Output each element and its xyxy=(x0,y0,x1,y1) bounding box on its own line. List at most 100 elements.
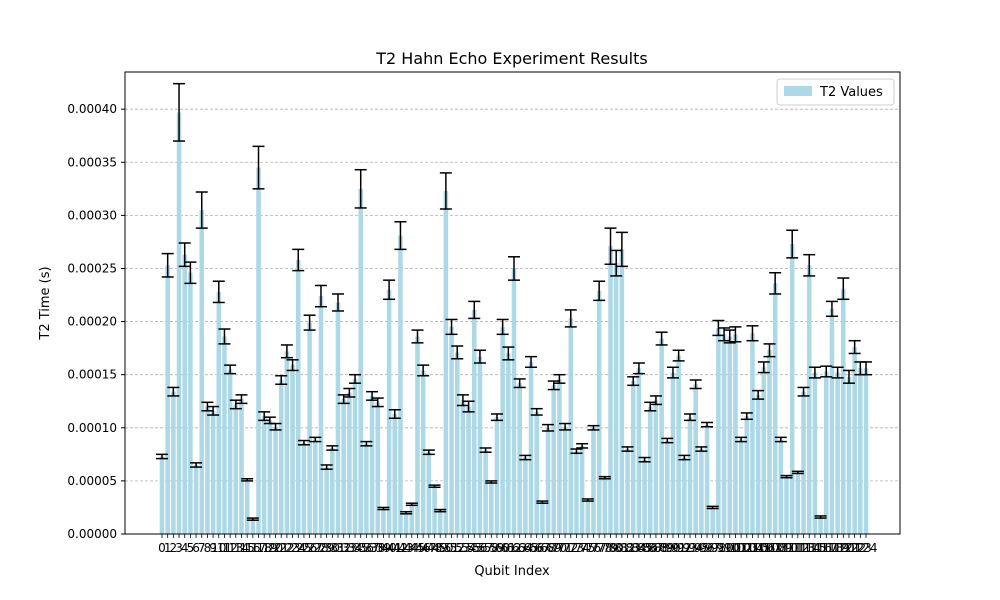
bar xyxy=(517,383,522,534)
x-tick-label: 48 xyxy=(427,541,442,555)
legend: T2 Values xyxy=(776,78,895,106)
bar xyxy=(500,326,505,534)
bar xyxy=(858,368,863,534)
bar xyxy=(227,369,233,534)
x-tick-label: 60 xyxy=(495,541,510,555)
x-axis-label: Qubit Index xyxy=(474,564,550,579)
x-tick-label: 54 xyxy=(461,541,476,555)
y-tick-label: 0.00010 xyxy=(67,421,117,435)
bar xyxy=(846,376,852,534)
bar xyxy=(528,361,534,534)
x-tick-label: 119 xyxy=(826,541,849,555)
x-tick-label: 103 xyxy=(735,541,758,555)
bar xyxy=(841,288,846,534)
x-tick-label: 28 xyxy=(313,541,328,555)
bar xyxy=(682,457,687,534)
bar xyxy=(755,394,761,534)
bar xyxy=(806,265,812,534)
bar xyxy=(398,235,403,534)
x-tick-label: 91 xyxy=(671,541,686,555)
bar xyxy=(562,426,568,534)
bar xyxy=(596,290,602,534)
bar xyxy=(426,452,432,534)
x-tick-label: 55 xyxy=(467,541,482,555)
bar xyxy=(199,210,205,534)
bar xyxy=(267,420,273,534)
bar xyxy=(608,246,613,534)
bar xyxy=(375,402,381,534)
bar xyxy=(318,296,324,534)
bar xyxy=(335,302,341,534)
x-tick-label: 93 xyxy=(682,541,697,555)
x-tick-label: 21 xyxy=(274,541,289,555)
bar xyxy=(437,510,443,534)
x-tick-label: 85 xyxy=(637,541,652,555)
bar xyxy=(284,351,290,534)
x-tick-label: 106 xyxy=(752,541,775,555)
x-tick-label: 97 xyxy=(705,541,720,555)
legend-box xyxy=(776,78,895,106)
bar xyxy=(216,291,222,534)
x-tick-label: 70 xyxy=(552,541,567,555)
bar xyxy=(704,424,710,534)
bar xyxy=(812,372,818,534)
bar xyxy=(619,249,625,534)
x-tick-label: 113 xyxy=(792,541,815,555)
x-tick-label: 118 xyxy=(820,541,843,555)
x-tick-label: 80 xyxy=(609,541,624,555)
bar xyxy=(523,457,528,534)
bar xyxy=(250,519,256,534)
x-tick-label: 96 xyxy=(699,541,714,555)
x-tick-label: 13 xyxy=(228,541,243,555)
x-tick-label: 23 xyxy=(285,541,300,555)
bar xyxy=(778,439,784,534)
bar xyxy=(733,334,738,534)
x-tick-label: 86 xyxy=(643,541,658,555)
bar xyxy=(721,334,727,534)
y-tick-label: 0.00020 xyxy=(67,315,117,329)
bar xyxy=(647,406,653,534)
x-tick-label: 15 xyxy=(240,541,255,555)
x-tick-label: 109 xyxy=(769,541,792,555)
x-tick-label: 25 xyxy=(296,541,311,555)
legend-swatch xyxy=(784,86,812,96)
x-tick-label: 79 xyxy=(603,541,618,555)
x-tick-label: 65 xyxy=(523,541,538,555)
bar xyxy=(392,413,398,534)
x-tick-label: 94 xyxy=(688,541,703,555)
x-tick-label: 17 xyxy=(251,541,266,555)
bar xyxy=(176,112,182,535)
x-tick-label: 51 xyxy=(444,541,459,555)
bar xyxy=(466,406,471,534)
bar xyxy=(290,365,295,534)
x-tick-label: 89 xyxy=(660,541,675,555)
x-tick-label: 122 xyxy=(843,541,866,555)
x-tick-label: 66 xyxy=(529,541,544,555)
x-tick-label: 107 xyxy=(758,541,781,555)
bar xyxy=(449,326,454,534)
x-tick-label: 27 xyxy=(308,541,323,555)
x-tick-label: 95 xyxy=(694,541,709,555)
x-tick-label: 121 xyxy=(838,541,861,555)
x-tick-label: 111 xyxy=(781,541,804,555)
x-tick-label: 102 xyxy=(730,541,753,555)
bar xyxy=(784,476,789,534)
bar xyxy=(273,426,278,534)
x-tick-label: 45 xyxy=(410,541,425,555)
bar xyxy=(483,450,488,534)
bar xyxy=(693,384,698,534)
x-tick-label: 41 xyxy=(387,541,402,555)
bar xyxy=(818,517,823,534)
x-tick-label: 100 xyxy=(718,541,741,555)
x-tick-label: 74 xyxy=(574,541,589,555)
bar xyxy=(477,356,483,534)
bar xyxy=(369,395,375,534)
bar xyxy=(835,372,840,534)
x-tick-label: 38 xyxy=(370,541,385,555)
x-tick-label: 42 xyxy=(393,541,408,555)
bar xyxy=(358,188,363,535)
x-tick-label: 16 xyxy=(245,541,260,555)
x-tick-label: 3 xyxy=(175,541,183,555)
x-tick-label: 1 xyxy=(164,541,172,555)
